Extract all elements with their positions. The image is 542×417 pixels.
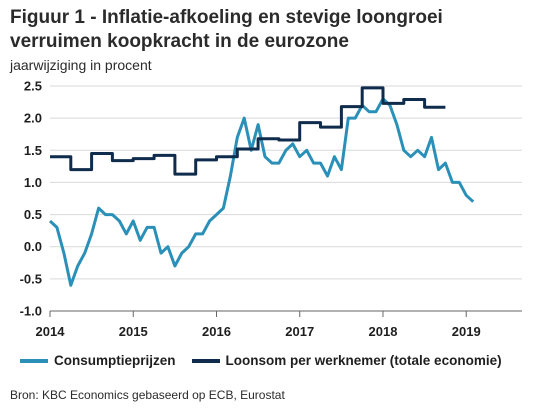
- y-tick-label: 1.0: [24, 175, 42, 190]
- y-tick-label: 2.5: [24, 79, 42, 94]
- legend-swatch-wages: [191, 358, 220, 363]
- x-tick-label: 2018: [369, 324, 398, 339]
- x-tick-label: 2015: [119, 324, 148, 339]
- source-note: Bron: KBC Economics gebaseerd op ECB, Eu…: [10, 388, 285, 402]
- y-tick-label: 0.0: [24, 239, 42, 254]
- series-line-consumer-prices: [48, 97, 475, 287]
- y-axis-ticks: 2.5 2.0 1.5 1.0 0.5 0.0 -0.5 -1.0: [20, 79, 42, 319]
- legend-item-consumer-prices: Consumptieprijzen: [20, 353, 176, 368]
- grid-lines: [50, 85, 522, 312]
- x-tick-label: 2014: [36, 324, 66, 339]
- y-tick-label: -0.5: [20, 271, 42, 286]
- legend: Consumptieprijzen Loonsom per werknemer …: [20, 353, 502, 368]
- y-tick-label: 1.5: [24, 143, 42, 158]
- line-chart: 2.52.01.51.00.50.0-0.5-1.0 2014 2015 2016 2…: [20, 79, 522, 339]
- legend-label-consumer-prices: Consumptieprijzen: [54, 353, 176, 368]
- series-lines: [48, 86, 475, 287]
- x-tick-label: 2017: [285, 324, 314, 339]
- chart-title: Figuur 1 - Inflatie-afkoeling en stevige…: [10, 7, 443, 52]
- series-line-wages: [50, 86, 446, 176]
- y-axis-label: jaarwijziging in procent: [10, 57, 152, 73]
- legend-swatch-consumer-prices: [20, 358, 48, 363]
- x-tick-label: 2019: [452, 324, 481, 339]
- legend-item-wages: Loonsom per werknemer (totale economie): [191, 353, 502, 368]
- x-axis-ticks: 2014 2015 2016 2017 2018 2019: [36, 311, 481, 339]
- y-tick-label: -1.0: [20, 304, 42, 319]
- legend-label-wages: Loonsom per werknemer (totale economie): [225, 353, 502, 368]
- y-tick-label: 2.0: [24, 111, 42, 126]
- x-tick-label: 2016: [202, 324, 231, 339]
- y-tick-label: 0.5: [24, 207, 42, 222]
